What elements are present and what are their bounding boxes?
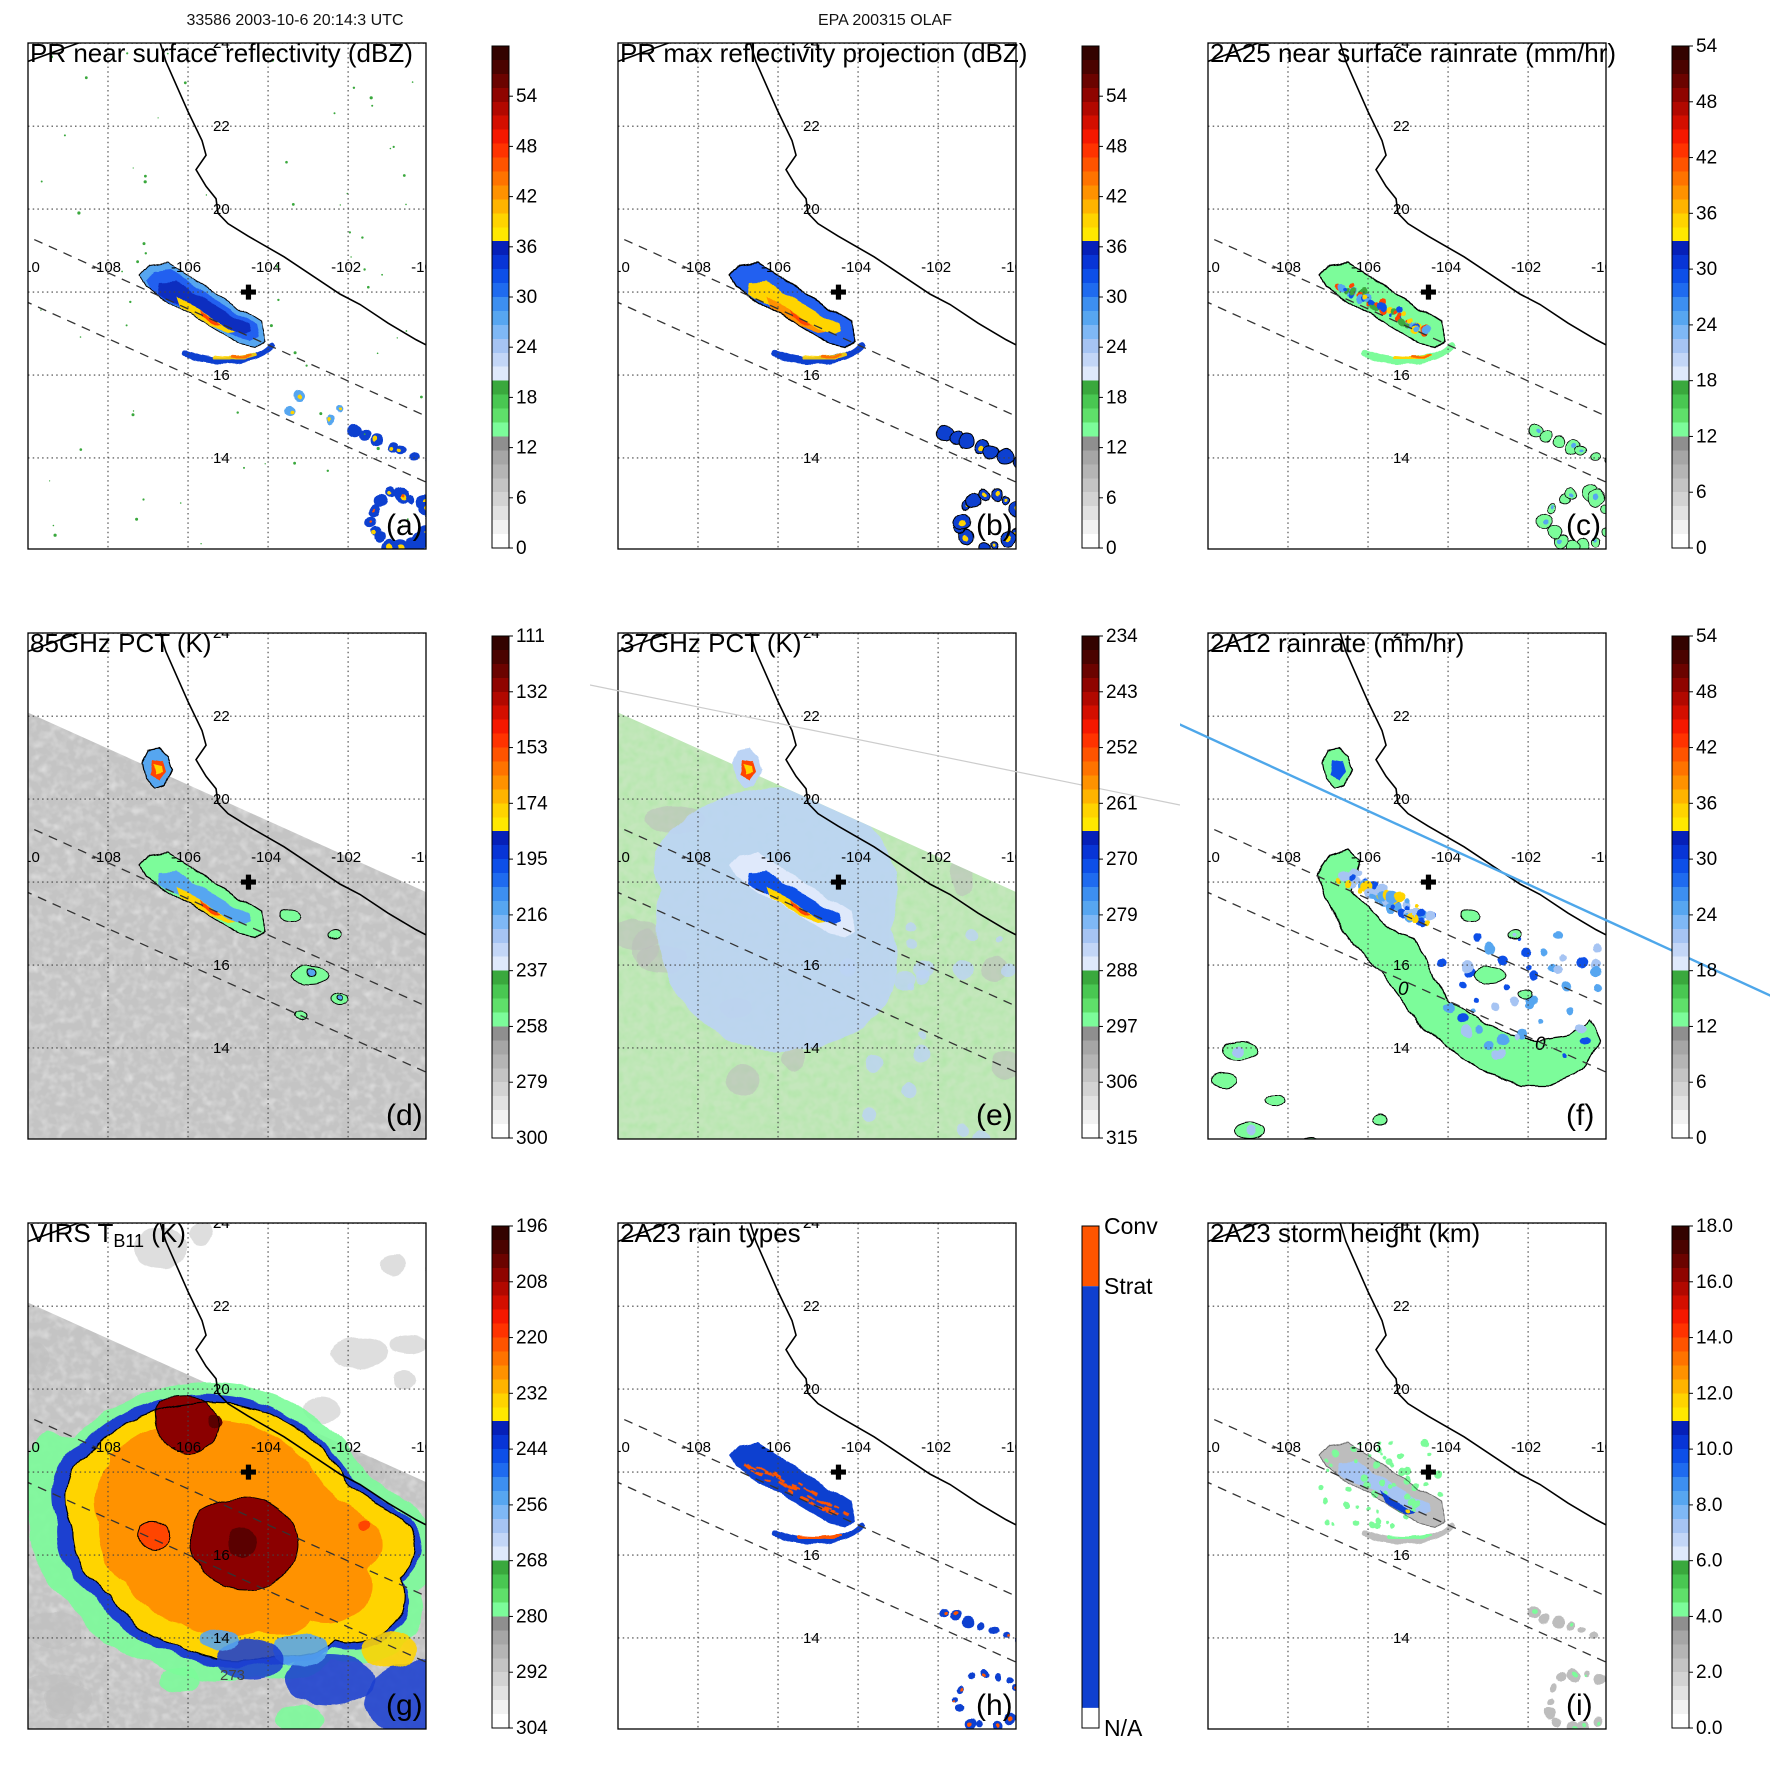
svg-text:18: 18 <box>1696 371 1717 392</box>
svg-text:216: 216 <box>516 905 548 926</box>
svg-text:270: 270 <box>1106 849 1138 870</box>
svg-text:0.0: 0.0 <box>1696 1718 1722 1739</box>
svg-text:18: 18 <box>1106 387 1127 408</box>
svg-text:6.0: 6.0 <box>1696 1551 1722 1572</box>
svg-text:18: 18 <box>516 387 537 408</box>
svg-text:48: 48 <box>1696 92 1717 113</box>
svg-text:232: 232 <box>516 1383 548 1404</box>
svg-text:261: 261 <box>1106 793 1138 814</box>
svg-text:268: 268 <box>516 1551 548 1572</box>
svg-text:111: 111 <box>516 626 545 647</box>
svg-text:132: 132 <box>516 682 548 703</box>
svg-text:30: 30 <box>1696 849 1717 870</box>
svg-text:16.0: 16.0 <box>1696 1272 1733 1293</box>
svg-text:18: 18 <box>1696 961 1717 982</box>
svg-text:14.0: 14.0 <box>1696 1328 1733 1349</box>
svg-text:153: 153 <box>516 738 548 759</box>
svg-text:12: 12 <box>1696 426 1717 447</box>
svg-text:292: 292 <box>516 1662 548 1683</box>
svg-text:36: 36 <box>1696 793 1717 814</box>
svg-text:4.0: 4.0 <box>1696 1606 1722 1627</box>
svg-text:12: 12 <box>516 438 537 459</box>
svg-text:12: 12 <box>1106 438 1127 459</box>
svg-text:6: 6 <box>1696 1072 1707 1093</box>
svg-text:N/A: N/A <box>1104 1715 1143 1741</box>
svg-text:Strat: Strat <box>1104 1273 1153 1299</box>
svg-text:0: 0 <box>516 538 527 559</box>
svg-text:304: 304 <box>516 1718 548 1739</box>
svg-text:6: 6 <box>1696 482 1707 503</box>
svg-text:208: 208 <box>516 1272 548 1293</box>
svg-text:12.0: 12.0 <box>1696 1383 1733 1404</box>
svg-text:174: 174 <box>516 793 548 814</box>
svg-text:0: 0 <box>1106 538 1117 559</box>
svg-text:18.0: 18.0 <box>1696 1216 1733 1237</box>
svg-text:244: 244 <box>516 1439 548 1460</box>
svg-text:48: 48 <box>1696 682 1717 703</box>
svg-text:196: 196 <box>516 1216 548 1237</box>
svg-text:48: 48 <box>516 136 537 157</box>
svg-text:6: 6 <box>516 488 527 509</box>
svg-text:280: 280 <box>516 1606 548 1627</box>
svg-text:288: 288 <box>1106 961 1138 982</box>
svg-text:24: 24 <box>1696 315 1718 336</box>
svg-text:252: 252 <box>1106 738 1138 759</box>
svg-text:24: 24 <box>1696 905 1718 926</box>
svg-text:0: 0 <box>1696 538 1707 559</box>
svg-text:315: 315 <box>1106 1128 1138 1149</box>
svg-text:36: 36 <box>1696 203 1717 224</box>
svg-text:Conv: Conv <box>1104 1213 1158 1239</box>
svg-text:256: 256 <box>516 1495 548 1516</box>
svg-text:42: 42 <box>1696 738 1717 759</box>
svg-text:237: 237 <box>516 961 548 982</box>
svg-text:30: 30 <box>1106 287 1127 308</box>
svg-text:2.0: 2.0 <box>1696 1662 1722 1683</box>
svg-text:258: 258 <box>516 1016 548 1037</box>
svg-text:30: 30 <box>1696 259 1717 280</box>
svg-text:8.0: 8.0 <box>1696 1495 1722 1516</box>
svg-text:24: 24 <box>1106 337 1128 358</box>
svg-text:243: 243 <box>1106 682 1138 703</box>
svg-text:195: 195 <box>516 849 548 870</box>
svg-text:42: 42 <box>516 187 537 208</box>
svg-text:48: 48 <box>1106 136 1127 157</box>
svg-text:54: 54 <box>1106 86 1128 107</box>
svg-text:300: 300 <box>516 1128 548 1149</box>
svg-text:42: 42 <box>1106 187 1127 208</box>
svg-text:297: 297 <box>1106 1016 1138 1037</box>
svg-text:306: 306 <box>1106 1072 1138 1093</box>
svg-text:220: 220 <box>516 1328 548 1349</box>
svg-text:6: 6 <box>1106 488 1117 509</box>
svg-text:10.0: 10.0 <box>1696 1439 1733 1460</box>
svg-text:12: 12 <box>1696 1016 1717 1037</box>
svg-text:54: 54 <box>1696 36 1718 57</box>
svg-text:54: 54 <box>516 86 538 107</box>
svg-text:24: 24 <box>516 337 538 358</box>
svg-text:54: 54 <box>1696 626 1718 647</box>
svg-text:42: 42 <box>1696 148 1717 169</box>
svg-text:234: 234 <box>1106 626 1138 647</box>
svg-text:279: 279 <box>516 1072 548 1093</box>
svg-text:36: 36 <box>516 237 537 258</box>
svg-text:36: 36 <box>1106 237 1127 258</box>
svg-text:279: 279 <box>1106 905 1138 926</box>
svg-text:30: 30 <box>516 287 537 308</box>
svg-text:0: 0 <box>1696 1128 1707 1149</box>
